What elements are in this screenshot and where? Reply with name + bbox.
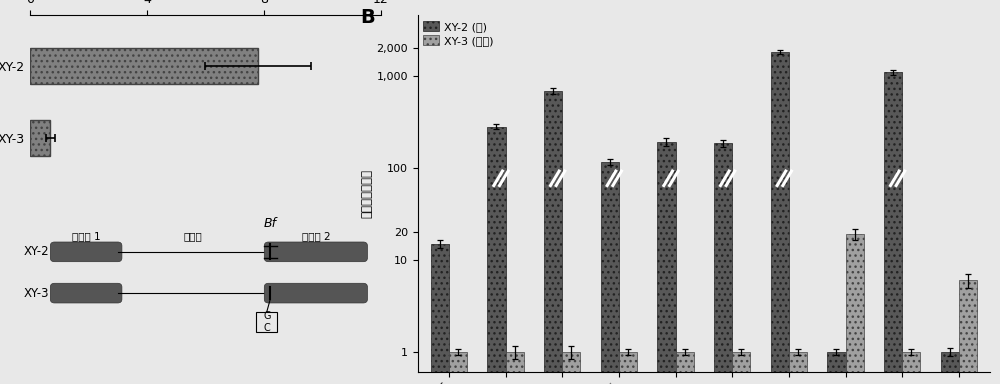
Bar (941, 352, 959, 384)
Bar (30, 48, 258, 84)
Text: XY-2: XY-2 (24, 245, 49, 258)
Text: Bf: Bf (264, 217, 277, 230)
Bar (487, 126, 506, 384)
Bar (789, 352, 807, 384)
Bar (562, 352, 580, 384)
Bar (846, 234, 864, 384)
Bar (827, 352, 846, 384)
Text: B: B (360, 8, 375, 27)
FancyBboxPatch shape (264, 242, 367, 262)
Bar (714, 143, 732, 384)
Bar (732, 352, 750, 384)
Bar (884, 73, 902, 384)
Text: 外显子 1: 外显子 1 (72, 231, 100, 241)
Bar (449, 352, 467, 384)
Text: G
C: G C (263, 311, 271, 333)
Legend: XY-2 (苦), XY-3 (不苦): XY-2 (苦), XY-3 (不苦) (423, 21, 494, 46)
Bar (544, 91, 562, 384)
Y-axis label: 相对基因表达量: 相对基因表达量 (361, 169, 374, 218)
Text: XY-3: XY-3 (24, 286, 49, 300)
Bar (30, 120, 50, 156)
Bar (959, 280, 977, 384)
Bar (619, 352, 637, 384)
FancyBboxPatch shape (50, 242, 122, 262)
Bar (256, 312, 277, 333)
FancyBboxPatch shape (264, 283, 367, 303)
Bar (506, 352, 524, 384)
Bar (771, 51, 789, 384)
Text: 内含子: 内含子 (184, 231, 202, 241)
Bar (431, 243, 449, 384)
Text: 外显子 2: 外显子 2 (302, 231, 330, 241)
FancyBboxPatch shape (50, 283, 122, 303)
Bar (601, 162, 619, 384)
Bar (902, 352, 920, 384)
Bar (676, 352, 694, 384)
Bar (657, 142, 676, 384)
